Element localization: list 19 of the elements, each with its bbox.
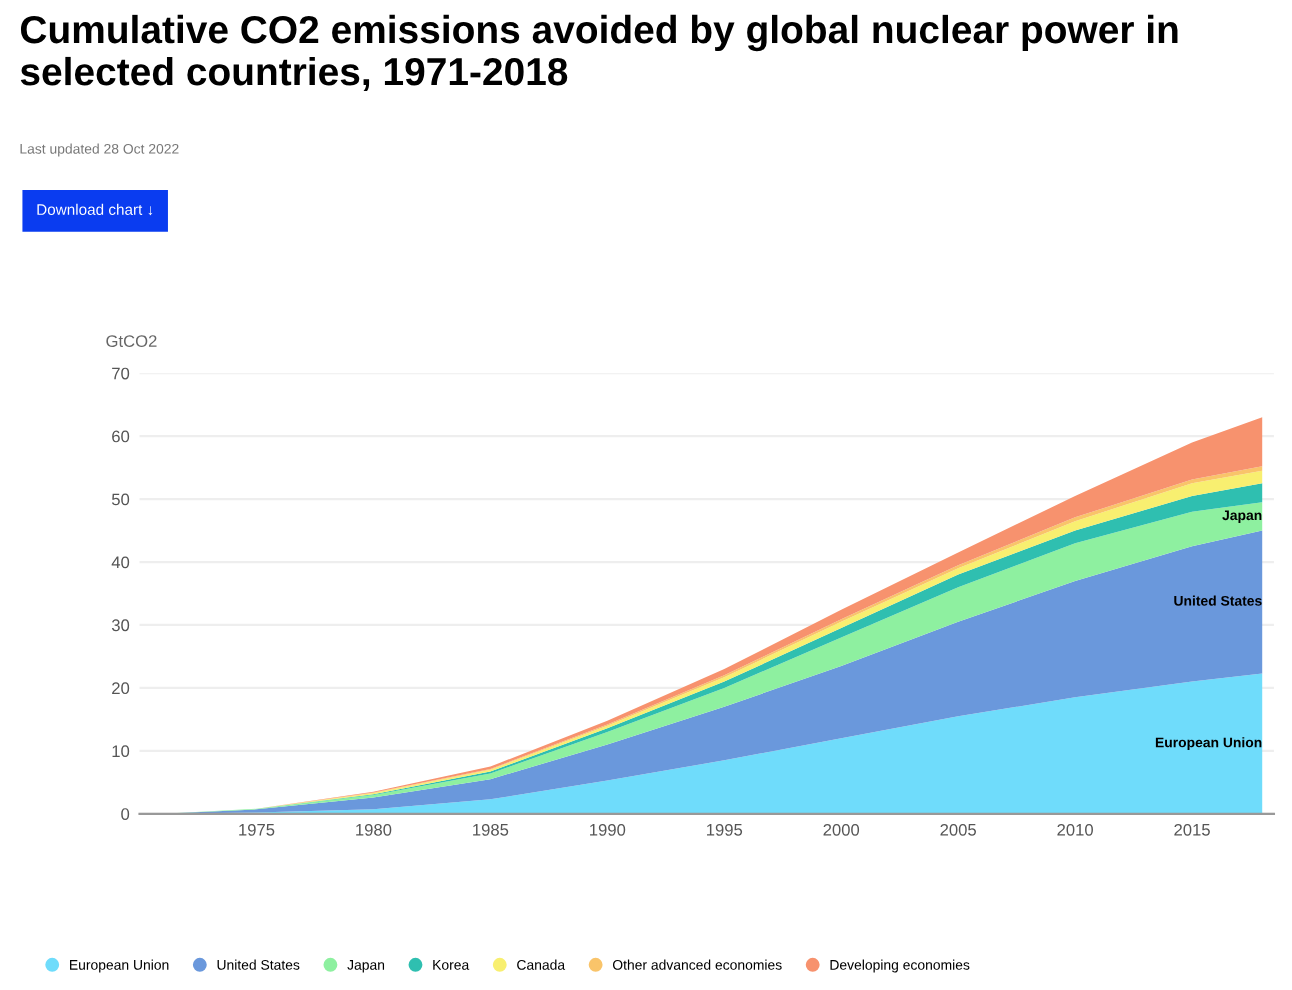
x-tick-label: 2015: [1174, 823, 1210, 836]
y-tick-label: 40: [111, 556, 130, 569]
y-axis-title: GtCO2: [106, 335, 157, 347]
y-tick-label: 10: [112, 745, 130, 758]
x-tick-label: 1995: [707, 823, 743, 836]
x-tick-label: 1985: [473, 823, 509, 836]
y-tick-label: 20: [112, 682, 130, 695]
y-tick-label: 60: [112, 430, 130, 443]
chart-title: Cumulative CO2 emissions avoided by global nuclear power in selected countries, 1971-2018: [20, 14, 1178, 92]
x-tick-label: 1980: [356, 823, 392, 836]
x-tick-label: 2000: [823, 823, 860, 836]
y-tick-label: 0: [121, 808, 130, 820]
y-tick-label: 50: [111, 493, 130, 506]
x-tick-label: 2010: [1057, 823, 1093, 836]
x-tick-label: 2005: [940, 823, 976, 836]
y-tick-label: 30: [111, 619, 130, 632]
y-tick-label: 70: [112, 367, 130, 380]
x-tick-label: 1975: [239, 823, 275, 836]
x-tick-label: 1990: [590, 823, 626, 836]
